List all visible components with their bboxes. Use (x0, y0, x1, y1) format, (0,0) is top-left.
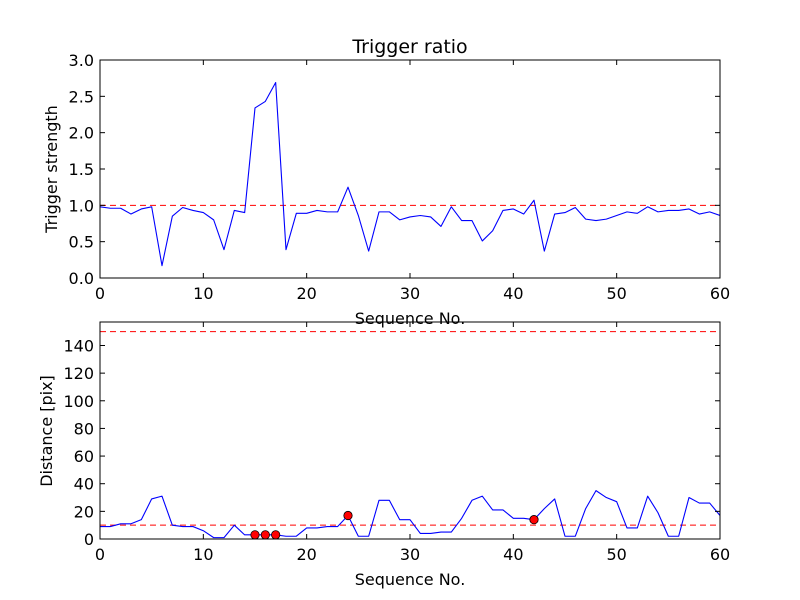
x-tick-label: 30 (400, 284, 420, 303)
data-point-marker (250, 530, 260, 539)
distance-chart: 0 10 20 30 40 50 60 0 20 40 60 80 100 120 140 Sequenc… (37, 321, 730, 589)
x-tick-label: 10 (193, 284, 213, 303)
y-axis-ticks: 0 20 40 60 80 100 120 140 (63, 336, 720, 549)
y-tick-label: 1.0 (69, 196, 94, 215)
y-axis-label: Distance [pix] (37, 375, 56, 487)
y-tick-label: 60 (74, 447, 94, 466)
y-tick-label: 80 (74, 419, 94, 438)
x-tick-label: 60 (710, 284, 730, 303)
axes-frame (99, 321, 721, 540)
x-tick-label: 20 (296, 284, 316, 303)
y-tick-label: 140 (63, 336, 94, 355)
x-tick-label: 50 (606, 284, 626, 303)
trigger-ratio-chart: Trigger ratio 0 10 20 30 40 50 60 0.0 0.5 1.0 1.5… (42, 36, 730, 328)
x-tick-label: 10 (193, 545, 213, 564)
y-tick-label: 0.0 (69, 269, 94, 288)
y-tick-label: 120 (63, 364, 94, 383)
series-line (100, 490, 720, 539)
x-tick-label: 40 (503, 284, 523, 303)
y-tick-label: 2.5 (69, 87, 94, 106)
data-point-marker (271, 530, 281, 539)
y-tick-label: 0 (84, 530, 94, 549)
plot-area (100, 331, 720, 539)
plot-area (100, 81, 720, 267)
data-point-marker (260, 530, 270, 539)
series-line (100, 81, 720, 267)
y-tick-label: 20 (74, 502, 94, 521)
x-tick-label: 0 (95, 545, 105, 564)
y-axis-label: Trigger strength (42, 105, 61, 234)
x-tick-label: 30 (400, 545, 420, 564)
x-tick-label: 0 (95, 284, 105, 303)
y-tick-label: 100 (63, 392, 94, 411)
x-axis-label: Sequence No. (355, 309, 466, 328)
y-tick-label: 3.0 (69, 51, 94, 70)
data-point-marker (343, 510, 353, 521)
x-axis-ticks: 0 10 20 30 40 50 60 (95, 60, 730, 303)
axes-frame (99, 59, 721, 279)
chart-title: Trigger ratio (351, 36, 467, 58)
x-tick-label: 60 (710, 545, 730, 564)
y-axis-ticks: 0.0 0.5 1.0 1.5 2.0 2.5 3.0 (69, 51, 720, 288)
x-tick-label: 20 (296, 545, 316, 564)
x-tick-label: 40 (503, 545, 523, 564)
y-tick-label: 2.0 (69, 124, 94, 143)
x-axis-ticks: 0 10 20 30 40 50 60 (95, 322, 730, 564)
y-tick-label: 0.5 (69, 233, 94, 252)
data-point-marker (529, 515, 539, 525)
y-tick-label: 40 (74, 475, 94, 494)
y-tick-label: 1.5 (69, 160, 94, 179)
x-tick-label: 50 (606, 545, 626, 564)
x-axis-label: Sequence No. (355, 570, 466, 589)
